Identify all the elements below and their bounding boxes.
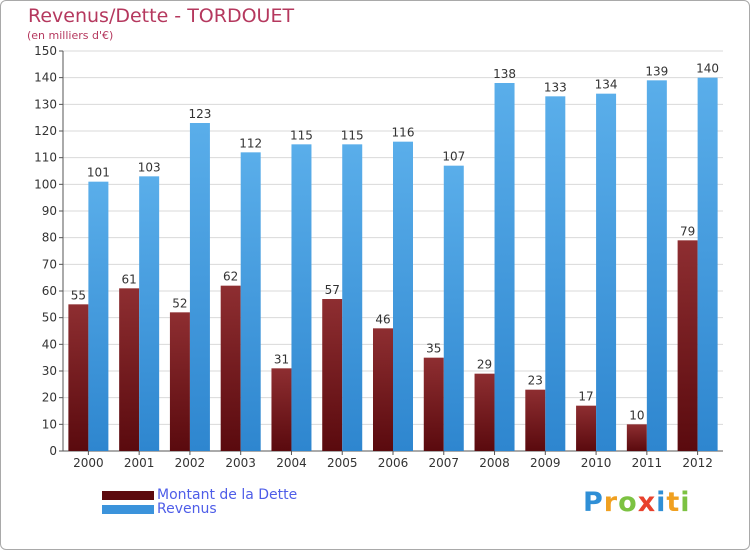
data-label-revenus: 138 [493, 67, 516, 81]
data-label-dette: 52 [172, 296, 187, 310]
data-label-dette: 46 [375, 312, 390, 326]
bar-revenus [596, 93, 617, 452]
bar-dette [423, 357, 444, 451]
data-label-dette: 10 [629, 408, 644, 422]
x-tick-label: 2005 [327, 456, 358, 470]
y-tick-label: 70 [42, 257, 57, 271]
data-label-revenus: 103 [138, 160, 161, 174]
bar-revenus [342, 144, 363, 452]
data-label-revenus: 116 [392, 126, 415, 140]
x-tick-label: 2012 [682, 456, 713, 470]
x-tick-label: 2000 [73, 456, 104, 470]
y-tick-label: 110 [34, 151, 57, 165]
bar-dette [169, 312, 190, 451]
y-tick-label: 130 [34, 97, 57, 111]
y-tick-label: 20 [42, 391, 57, 405]
legend-swatch-revenus [102, 505, 154, 514]
bar-revenus [646, 80, 667, 451]
bar-dette [68, 304, 89, 451]
x-tick-label: 2001 [124, 456, 155, 470]
legend-label-revenus: Revenus [157, 501, 217, 517]
data-label-revenus: 112 [239, 136, 262, 150]
y-tick-label: 10 [42, 417, 57, 431]
bar-revenus [494, 83, 515, 451]
data-label-dette: 57 [325, 283, 340, 297]
bar-dette [119, 288, 140, 451]
bar-dette [373, 328, 393, 451]
data-label-revenus: 140 [696, 62, 719, 76]
logo-letter: i [656, 487, 667, 518]
data-label-dette: 23 [528, 374, 543, 388]
y-tick-label: 150 [34, 44, 57, 58]
bar-revenus [88, 181, 109, 451]
bar-dette [271, 368, 292, 451]
bar-dette [626, 424, 647, 451]
legend-swatch-dette [102, 491, 154, 500]
y-tick-label: 80 [42, 231, 57, 245]
x-tick-label: 2009 [530, 456, 561, 470]
chart-subtitle: (en milliers d'€) [27, 29, 114, 42]
bar-revenus [443, 165, 464, 451]
data-label-dette: 62 [223, 270, 238, 284]
bar-revenus [393, 141, 413, 451]
data-label-dette: 29 [477, 358, 492, 372]
x-tick-label: 2004 [276, 456, 307, 470]
bar-dette [576, 405, 597, 451]
y-tick-label: 90 [42, 204, 57, 218]
data-label-revenus: 101 [87, 166, 110, 180]
bar-revenus [240, 152, 261, 452]
legend-label-dette: Montant de la Dette [157, 487, 298, 503]
x-tick-label: 2007 [428, 456, 459, 470]
bar-dette [525, 389, 546, 451]
data-label-revenus: 115 [290, 128, 313, 142]
data-label-dette: 61 [122, 272, 137, 286]
y-tick-label: 120 [34, 124, 57, 138]
data-label-revenus: 139 [645, 64, 668, 78]
logo-letter: r [603, 487, 619, 518]
data-label-revenus: 133 [544, 80, 567, 94]
logo-letter: x [637, 487, 657, 518]
proxiti-logo: Proxiti [583, 487, 691, 518]
bar-revenus [189, 123, 210, 451]
y-tick-label: 100 [34, 177, 57, 191]
y-tick-label: 40 [42, 337, 57, 351]
data-label-revenus: 134 [595, 78, 618, 92]
data-label-revenus: 107 [442, 150, 465, 164]
x-tick-label: 2003 [225, 456, 256, 470]
x-tick-label: 2008 [479, 456, 510, 470]
bar-revenus [545, 96, 566, 451]
data-label-dette: 31 [274, 352, 289, 366]
bar-revenus [139, 176, 160, 452]
logo-letter: i [680, 487, 691, 518]
bar-revenus [291, 144, 312, 452]
x-tick-label: 2002 [175, 456, 206, 470]
bar-dette [322, 299, 343, 451]
x-tick-label: 2010 [581, 456, 612, 470]
data-label-revenus: 123 [188, 107, 211, 121]
bar-dette [220, 285, 241, 451]
logo-letter: P [583, 487, 604, 518]
y-tick-label: 60 [42, 284, 57, 298]
data-label-revenus: 115 [341, 128, 364, 142]
logo-letter: o [618, 487, 638, 518]
bar-revenus [697, 77, 718, 452]
y-tick-label: 50 [42, 311, 57, 325]
x-tick-label: 2011 [632, 456, 663, 470]
x-tick-label: 2006 [378, 456, 409, 470]
chart-title: Revenus/Dette - TORDOUET [28, 5, 295, 27]
data-label-dette: 79 [680, 224, 695, 238]
data-label-dette: 55 [71, 288, 86, 302]
bar-dette [474, 373, 495, 451]
data-label-dette: 17 [578, 390, 593, 404]
y-tick-label: 0 [49, 444, 57, 458]
y-tick-label: 30 [42, 364, 57, 378]
bar-dette [677, 240, 698, 451]
y-tick-label: 140 [34, 71, 57, 85]
data-label-dette: 35 [426, 342, 441, 356]
logo-letter: t [666, 487, 681, 518]
